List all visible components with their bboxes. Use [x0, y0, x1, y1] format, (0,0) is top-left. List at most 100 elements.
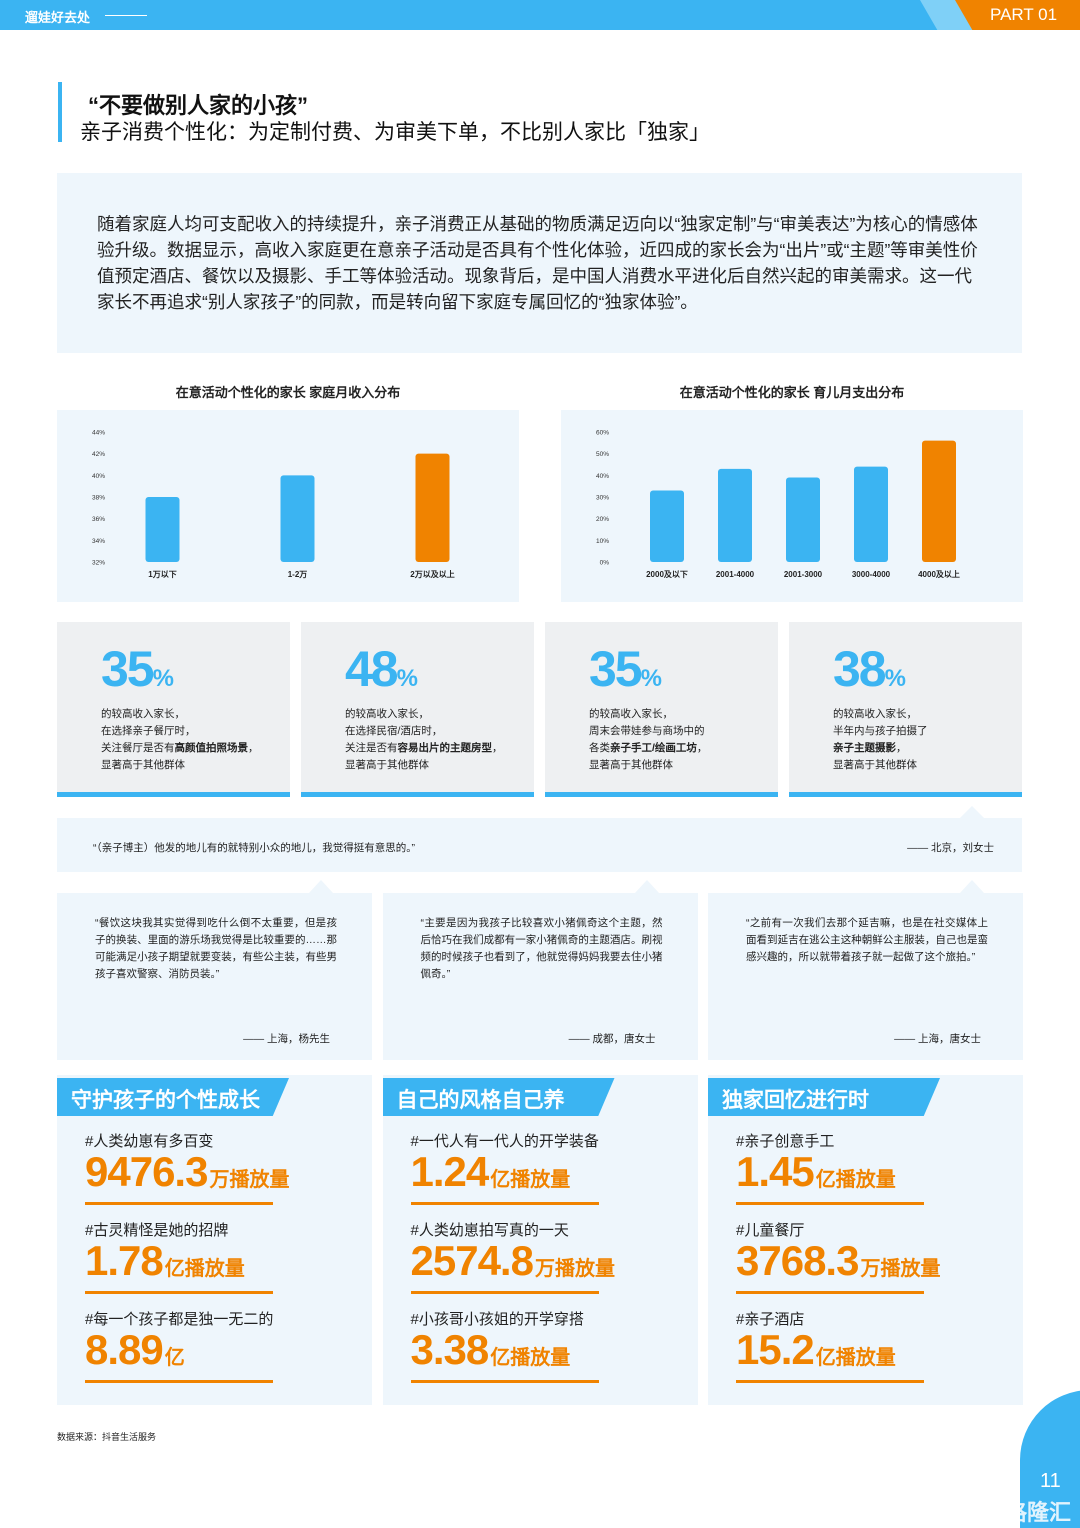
stat-line: 关注是否有容易出片的主题房型，: [345, 740, 503, 757]
topic-title: 自己的风格自己养: [396, 1089, 565, 1112]
topic-underline: [410, 1202, 599, 1205]
stat-line: 显著高于其他群体: [833, 757, 928, 774]
bar-chart: 0% 10% 20% 30% 40% 50% 60% 2000及以下 2001-4000 2001…: [561, 410, 1023, 602]
stat-number: 38%: [833, 640, 906, 698]
page-title: “不要做别人家的小孩”: [88, 93, 309, 118]
stat-unit: %: [152, 665, 174, 692]
intro-text: 随着家庭人均可支配收入的持续提升，亲子消费正从基础的物质满足迈向以“独家定制”与…: [97, 214, 978, 312]
stat-unit: %: [884, 665, 906, 692]
quote-box: “餐饮这块我其实觉得到吃什么倒不太重要，但是孩子的换装、里面的游乐场我觉得是比较…: [57, 893, 372, 1060]
topic-metric: 2574.8 万播放量: [411, 1237, 615, 1285]
header-bar: [0, 0, 1080, 30]
topic-value: 15.2: [736, 1326, 815, 1373]
topic-panel: 守护孩子的个性成长 #人类幼崽有多百变 9476.3 万播放量 #古灵精怪是她的招牌 1.…: [57, 1075, 372, 1405]
topic-title: 守护孩子的个性成长: [71, 1089, 260, 1112]
quote-text: “餐饮这块我其实觉得到吃什么倒不太重要，但是孩子的换装、里面的游乐场我觉得是比较…: [95, 917, 337, 980]
topic-value: 1.78: [85, 1237, 164, 1284]
stat-unit: %: [640, 665, 662, 692]
stat-line: 的较高收入家长，: [833, 706, 928, 723]
x-tick-label: 3000-4000: [852, 570, 891, 579]
y-tick-label: 10%: [596, 538, 609, 545]
topic-underline: [736, 1291, 924, 1294]
topic-underline: [85, 1202, 273, 1205]
stat-value: 35: [101, 641, 155, 697]
bar: [650, 490, 684, 562]
topic-banner: 独家回忆进行时: [708, 1078, 940, 1116]
topic-underline: [85, 1291, 273, 1294]
quote-author: —— 上海，唐女士: [894, 1033, 981, 1045]
x-tick-label: 2001-4000: [716, 570, 755, 579]
topic-panel: 独家回忆进行时 #亲子创意手工 1.45 亿播放量 #儿童餐厅 3768.3 万播放量 #亲子…: [708, 1075, 1023, 1405]
notch: [634, 880, 659, 893]
stat-seg: 各类: [589, 742, 610, 754]
stat-seg: ，: [492, 742, 503, 754]
stat-seg: 在选择亲子餐厅时，: [101, 725, 196, 737]
topic-metric: 15.2 亿播放量: [736, 1326, 896, 1374]
source-note: 数据来源：抖音生活服务: [57, 1432, 157, 1442]
y-tick-label: 42%: [92, 451, 105, 458]
quote-author: —— 上海，杨先生: [243, 1033, 330, 1045]
y-tick-label: 34%: [92, 538, 105, 545]
section-label: 遛娃好去处: [25, 10, 91, 25]
stat-seg: 关注餐厅是否有: [101, 742, 175, 754]
topic-unit: 亿播放量: [164, 1258, 245, 1280]
stat-line: 各类亲子手工/绘画工坊，: [589, 740, 707, 757]
topic-metric: 9476.3 万播放量: [85, 1148, 289, 1196]
stat-line: 的较高收入家长，: [589, 706, 707, 723]
stat-text: 的较高收入家长， 半年内与孩子拍摄了 亲子主题摄影， 显著高于其他群体: [833, 706, 928, 774]
featured-quote-box: “（亲子博主）他发的地儿有的就特别小众的地儿，我觉得挺有意思的。” —— 北京，刘…: [57, 818, 1022, 872]
stat-seg: 半年内与孩子拍摄了: [833, 725, 928, 737]
topic-value: 2574.8: [410, 1237, 534, 1284]
topic-value: 9476.3: [85, 1148, 208, 1195]
stat-card: 48% 的较高收入家长， 在选择民宿/酒店时， 关注是否有容易出片的主题房型， 显著高于…: [301, 622, 534, 797]
topic-tag: #儿童餐厅: [736, 1222, 805, 1239]
bar-chart: 32% 34% 36% 38% 40% 42% 44% 1万以下 1-2万 2万以及以上: [57, 410, 519, 602]
stat-card: 38% 的较高收入家长， 半年内与孩子拍摄了 亲子主题摄影， 显著高于其他群体: [789, 622, 1022, 797]
title-bar: [58, 82, 62, 142]
topic-underline: [85, 1380, 273, 1383]
page-number: 11: [1040, 1470, 1061, 1492]
stat-line: 显著高于其他群体: [345, 757, 503, 774]
stat-seg-bold: 亲子主题摄影: [833, 742, 896, 754]
stat-unit: %: [396, 665, 418, 692]
topic-metric: 1.78 亿播放量: [85, 1237, 245, 1285]
stat-text: 的较高收入家长， 周末会带娃参与商场中的各类亲子手工/绘画工坊， 显著高于其他群体: [589, 706, 707, 774]
topic-tag: #古灵精怪是她的招牌: [85, 1222, 229, 1239]
x-tick-label: 4000及以上: [918, 569, 960, 579]
topic-value: 1.24: [410, 1148, 490, 1195]
quote-box: “之前有一次我们去那个延吉嘛，也是在社交媒体上面看到延吉在逃公主这种朝鲜公主服装…: [708, 893, 1023, 1060]
y-tick-label: 32%: [92, 560, 105, 567]
quote-text: “之前有一次我们去那个延吉嘛，也是在社交媒体上面看到延吉在逃公主这种朝鲜公主服装…: [746, 917, 988, 963]
topic-unit: 亿播放量: [815, 1169, 896, 1191]
y-tick-label: 36%: [92, 516, 105, 523]
stat-line: 半年内与孩子拍摄了: [833, 723, 928, 740]
stat-seg: 周末会带娃参与商场中的: [589, 725, 705, 737]
topic-metric: 3.38 亿播放量: [411, 1326, 571, 1374]
stat-seg: ，: [896, 742, 907, 754]
y-tick-label: 40%: [92, 473, 105, 480]
topic-unit: 万播放量: [860, 1258, 941, 1280]
topic-unit: 亿播放量: [490, 1169, 571, 1191]
topic-value: 1.45: [736, 1148, 815, 1195]
stat-line: 的较高收入家长，: [345, 706, 503, 723]
topic-tag: #小孩哥小孩姐的开学穿搭: [410, 1311, 584, 1328]
stat-value: 35: [589, 641, 643, 697]
topic-metric: 3768.3 万播放量: [736, 1237, 940, 1285]
y-tick-label: 60%: [596, 430, 609, 437]
intro-box: 随着家庭人均可支配收入的持续提升，亲子消费正从基础的物质满足迈向以“独家定制”与…: [57, 173, 1022, 353]
topic-panel: 自己的风格自己养 #一代人有一代人的开学装备 1.24 亿播放量 #人类幼崽拍写真的一天…: [382, 1075, 698, 1405]
page-subtitle: 亲子消费个性化：为定制付费、为审美下单，不比别人家比「独家」: [80, 121, 710, 144]
stat-card: 35% 的较高收入家长， 周末会带娃参与商场中的各类亲子手工/绘画工坊， 显著高于其他…: [545, 622, 778, 797]
y-tick-label: 50%: [596, 451, 609, 458]
stat-card: 35% 的较高收入家长， 在选择亲子餐厅时， 关注餐厅是否有高颜值拍照场景， 显著高于其…: [57, 622, 290, 797]
stat-seg: 显著高于其他群体: [345, 759, 429, 771]
stat-seg: 在选择民宿/酒店时，: [345, 725, 443, 737]
stat-text: 的较高收入家长， 在选择亲子餐厅时， 关注餐厅是否有高颜值拍照场景， 显著高于其他群体: [101, 706, 259, 774]
topic-unit: 亿播放量: [815, 1347, 896, 1369]
stat-seg: 显著高于其他群体: [589, 759, 673, 771]
stat-line: 在选择亲子餐厅时，: [101, 723, 259, 740]
chart-title: 在意活动个性化的家长 育儿月支出分布: [679, 385, 905, 400]
stat-line: 周末会带娃参与商场中的: [589, 723, 707, 740]
quote-text: “主要是因为我孩子比较喜欢小猪佩奇这个主题，然后恰巧在我们成都有一家小猪佩奇的主…: [420, 917, 663, 980]
